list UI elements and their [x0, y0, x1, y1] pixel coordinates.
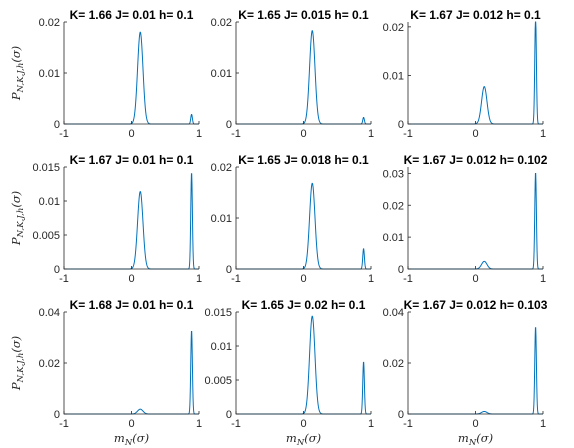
subplot-1: -1 0 100.010.02K= 1.66 J= 0.01 h= 0.1PN,K,…: [9, 8, 202, 140]
y-tick-label: 0.02: [383, 200, 404, 212]
x-tick-label: -1: [59, 418, 69, 430]
subplot-title: K= 1.67 J= 0.01 h= 0.1: [70, 153, 194, 167]
y-tick-label: 0: [54, 409, 60, 421]
y-tick-label: 0.01: [383, 232, 404, 244]
subplot-3: -1 0 100.010.02K= 1.67 J= 0.012 h= 0.1: [383, 8, 546, 140]
plot-area: [408, 22, 543, 124]
x-tick-label: 0: [472, 273, 478, 285]
y-tick-label: 0.005: [204, 375, 232, 387]
x-tick-label: 0: [472, 418, 478, 430]
y-tick-label: 0.02: [383, 22, 404, 34]
x-tick-label: -1: [59, 273, 69, 285]
y-tick-label: 0.02: [39, 17, 60, 29]
plot-area: [408, 167, 543, 269]
y-tick-label: 0.01: [39, 68, 60, 80]
x-tick-label: 1: [540, 128, 546, 140]
subplot-title: K= 1.67 J= 0.012 h= 0.1: [410, 8, 541, 22]
x-tick-label: 0: [300, 273, 306, 285]
y-tick-label: 0.04: [383, 307, 404, 319]
y-tick-label: 0: [226, 409, 232, 421]
x-tick-label: 0: [128, 273, 134, 285]
x-tick-label: 1: [196, 418, 202, 430]
y-tick-label: 0.04: [39, 307, 60, 319]
y-tick-label: 0.01: [383, 70, 404, 82]
x-tick-label: 1: [540, 273, 546, 285]
x-tick-label: 0: [128, 418, 134, 430]
y-tick-label: 0: [226, 264, 232, 276]
x-tick-label: -1: [403, 128, 413, 140]
plot-area: [236, 22, 371, 124]
x-tick-label: -1: [231, 128, 241, 140]
y-tick-label: 0.02: [383, 358, 404, 370]
x-tick-label: 1: [196, 273, 202, 285]
y-tick-label: 0.01: [211, 213, 232, 225]
x-tick-label: 1: [540, 418, 546, 430]
x-tick-label: 0: [128, 128, 134, 140]
y-tick-label: 0.02: [39, 358, 60, 370]
x-tick-label: 1: [368, 128, 374, 140]
subplot-title: K= 1.65 J= 0.02 h= 0.1: [242, 298, 366, 312]
subplot-title: K= 1.65 J= 0.018 h= 0.1: [238, 153, 369, 167]
y-tick-label: 0.01: [39, 196, 60, 208]
subplot-9: -1 0 100.020.04K= 1.67 J= 0.012 h= 0.103mN…: [383, 298, 548, 448]
y-tick-label: 0.02: [211, 162, 232, 174]
y-axis-label: PN,K,J,h(σ): [9, 336, 26, 391]
x-axis-label: mN(σ): [286, 431, 321, 448]
subplot-title: K= 1.66 J= 0.01 h= 0.1: [70, 8, 194, 22]
x-tick-label: 0: [300, 418, 306, 430]
y-axis-label: PN,K,J,h(σ): [9, 191, 26, 246]
y-tick-label: 0.015: [32, 162, 60, 174]
subplot-title: K= 1.67 J= 0.012 h= 0.103: [404, 298, 548, 312]
y-tick-label: 0.005: [32, 230, 60, 242]
y-tick-label: 0.01: [211, 341, 232, 353]
x-tick-label: 1: [196, 128, 202, 140]
subplot-title: K= 1.65 J= 0.015 h= 0.1: [238, 8, 369, 22]
y-tick-label: 0.015: [204, 307, 232, 319]
x-tick-label: 0: [472, 128, 478, 140]
y-axis-label: PN,K,J,h(σ): [9, 46, 26, 101]
y-tick-label: 0: [398, 264, 404, 276]
plot-area: [408, 312, 543, 414]
plot-area: [64, 312, 199, 414]
plot-area: [64, 167, 199, 269]
subplot-7: -1 0 100.020.04K= 1.68 J= 0.01 h= 0.1PN,K,…: [9, 298, 202, 448]
y-tick-label: 0.02: [211, 17, 232, 29]
y-tick-label: 0: [398, 409, 404, 421]
subplot-title: K= 1.67 J= 0.012 h= 0.102: [404, 153, 548, 167]
x-tick-label: -1: [403, 418, 413, 430]
y-tick-label: 0: [54, 119, 60, 131]
x-tick-label: 0: [300, 128, 306, 140]
y-tick-label: 0.01: [211, 68, 232, 80]
subplot-6: -1 0 100.010.020.03K= 1.67 J= 0.012 h= 0.1…: [383, 153, 548, 285]
x-tick-label: -1: [403, 273, 413, 285]
y-tick-label: 0.03: [383, 168, 404, 180]
x-tick-label: -1: [231, 418, 241, 430]
x-tick-label: -1: [59, 128, 69, 140]
x-tick-label: 1: [368, 273, 374, 285]
plot-area: [236, 167, 371, 269]
subplot-2: -1 0 100.010.02K= 1.65 J= 0.015 h= 0.1: [211, 8, 374, 140]
y-tick-label: 0: [226, 119, 232, 131]
x-tick-label: 1: [368, 418, 374, 430]
subplot-5: -1 0 100.010.02K= 1.65 J= 0.018 h= 0.1: [211, 153, 374, 285]
subplot-title: K= 1.68 J= 0.01 h= 0.1: [70, 298, 194, 312]
plot-area: [236, 312, 371, 414]
x-axis-label: mN(σ): [458, 431, 493, 448]
plot-area: [64, 22, 199, 124]
y-tick-label: 0: [398, 119, 404, 131]
y-tick-label: 0: [54, 264, 60, 276]
x-axis-label: mN(σ): [114, 431, 149, 448]
x-tick-label: -1: [231, 273, 241, 285]
